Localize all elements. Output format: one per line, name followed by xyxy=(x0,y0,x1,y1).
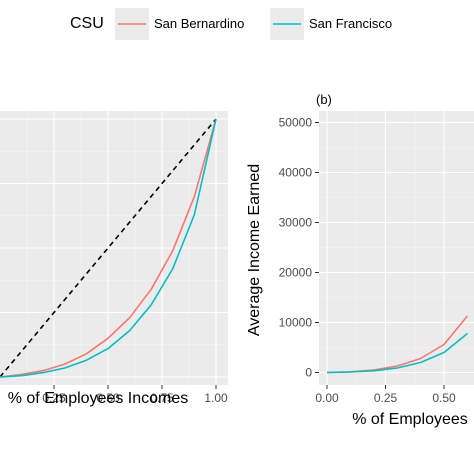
panel-b-background xyxy=(319,111,474,385)
panel-b-series-line-1 xyxy=(326,332,468,374)
legend: CSU San Bernardino San Francisco xyxy=(70,8,392,40)
legend-label-0: San Bernardino xyxy=(154,16,244,31)
panel-a-x-ticks: 0.25 0.50 0.75 1.00 xyxy=(42,385,228,405)
panel-b-x-tick-label-0: 0.00 xyxy=(315,391,339,405)
panel-b-y-ticks: 0 10000 20000 30000 40000 50000 xyxy=(279,116,319,380)
panel-a-x-axis-title: % of Employees Incomes xyxy=(8,390,189,407)
panel-b-marks xyxy=(326,315,469,374)
panel-b-y-tick-label-1: 10000 xyxy=(279,316,313,330)
panel-b-x-tick-label-2: 0.50 xyxy=(432,391,456,405)
panel-a-equality-line xyxy=(0,118,217,378)
panel-a-x-tick-label-3: 1.00 xyxy=(204,391,228,405)
legend-title: CSU xyxy=(70,15,104,32)
panel-b-x-ticks: 0.00 0.25 0.50 xyxy=(315,385,456,405)
panel-a-series-line-1 xyxy=(0,118,217,378)
panel-b-y-tick-label-2: 20000 xyxy=(279,266,313,280)
panel-a-marks xyxy=(0,118,217,378)
panel-a-x-tick-label-2: 0.75 xyxy=(150,391,174,405)
panel-a-x-tick-label-0: 0.25 xyxy=(42,391,66,405)
panel-b-x-tick-label-1: 0.25 xyxy=(374,391,398,405)
panel-b-gridlines xyxy=(319,111,474,385)
panel-b-y-tick-label-3: 30000 xyxy=(279,216,313,230)
panel-b-label: (b) xyxy=(316,92,332,107)
panel-b: (b) 0.00 0.25 0.50 0 10000 20000 30000 40000 50… xyxy=(246,92,474,428)
panel-a-x-tick-label-1: 0.50 xyxy=(96,391,120,405)
panel-a-series-line-0 xyxy=(0,118,217,378)
panel-b-y-axis-title: Average Income Earned xyxy=(246,164,263,336)
panel-b-y-tick-label-0: 0 xyxy=(305,366,312,380)
legend-label-1: San Francisco xyxy=(309,16,392,31)
panel-b-x-axis-title: % of Employees xyxy=(352,411,468,428)
panel-b-y-tick-label-5: 50000 xyxy=(279,116,313,130)
panel-a: 0.25 0.50 0.75 1.00 % of Employees Incomes xyxy=(0,111,228,407)
panel-b-y-tick-label-4: 40000 xyxy=(279,166,313,180)
panel-a-gridlines xyxy=(0,111,228,385)
